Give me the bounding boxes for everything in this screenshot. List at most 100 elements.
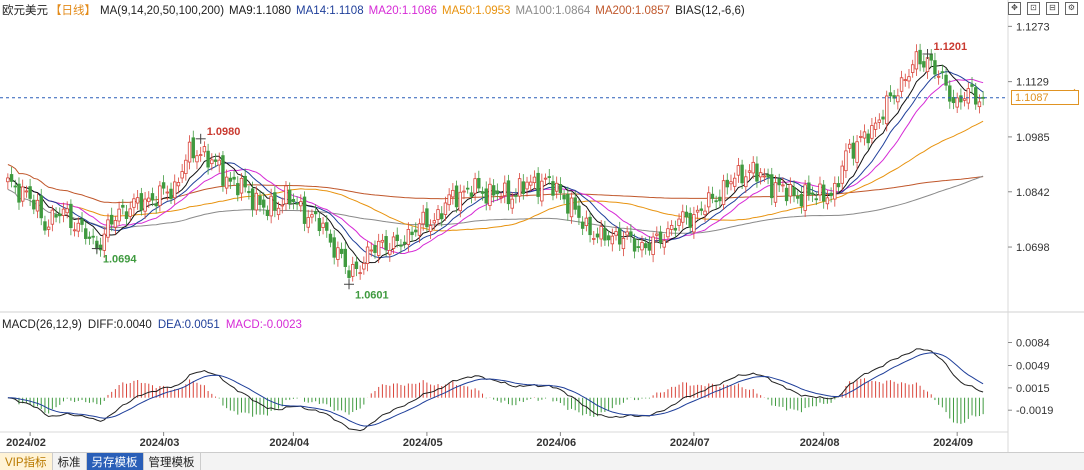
candle-body <box>72 229 77 232</box>
candle-body <box>662 240 666 248</box>
candle-body <box>139 193 144 211</box>
candle-body <box>640 242 644 251</box>
candle-body <box>962 98 967 101</box>
candle-body <box>6 177 10 183</box>
candle-body <box>343 248 348 267</box>
candle-body <box>98 244 103 251</box>
candle-body <box>907 76 911 82</box>
period-label[interactable]: 【日线】 <box>50 5 96 17</box>
candle-body <box>699 208 704 211</box>
candle-body <box>936 75 941 78</box>
candle-body <box>262 199 266 208</box>
low-label: 1.0694 <box>103 254 138 266</box>
tab-manage-template[interactable]: 管理模板 <box>144 453 201 470</box>
macd-legend-item: MACD:-0.0023 <box>225 319 302 331</box>
candle-body <box>970 84 974 87</box>
candle-body <box>20 186 25 202</box>
candle-body <box>13 185 17 188</box>
candle-body <box>766 174 770 178</box>
candle-body <box>451 189 455 198</box>
candle-body <box>191 137 195 159</box>
candle-body <box>929 53 933 61</box>
price-tick-label: 1.0985 <box>1016 132 1050 144</box>
candle-body <box>925 57 930 73</box>
chart-legend: 欧元美元 【日线】 MA(9,14,20,50,100,200) MA9:1.1080… <box>2 2 755 18</box>
restore-icon[interactable]: ⊟ <box>1046 2 1059 15</box>
candle-body <box>922 61 926 68</box>
candle-body <box>525 181 529 190</box>
candle-body <box>124 211 129 219</box>
candle-body <box>543 177 548 180</box>
date-tick-label: 2024/07 <box>670 437 710 449</box>
candle-body <box>395 234 399 241</box>
price-tick-label: 1.0842 <box>1016 187 1050 199</box>
candle-body <box>944 74 948 86</box>
candle-body <box>914 51 919 70</box>
candle-body <box>918 49 922 65</box>
candle-body <box>477 177 481 189</box>
candle-body <box>321 222 325 228</box>
candle-body <box>643 243 648 249</box>
candle-body <box>161 182 166 189</box>
candle-body <box>632 238 637 252</box>
candle-body <box>681 211 685 223</box>
candle-body <box>573 197 577 210</box>
candle-body <box>673 227 678 231</box>
candle-body <box>176 182 181 187</box>
ma-legend-item: MA20:1.1086 <box>368 5 438 17</box>
candle-body <box>339 248 344 254</box>
candle-body <box>859 135 863 138</box>
candle-body <box>369 249 373 252</box>
candle-body <box>50 209 55 225</box>
price-tick-label: 1.1273 <box>1016 21 1050 33</box>
candle-body <box>247 191 251 194</box>
candle-body <box>180 171 184 179</box>
candle-body <box>807 182 811 196</box>
candle-body <box>239 177 244 194</box>
candle-body <box>421 211 425 225</box>
tab-vip-indicators[interactable]: VIP指标 <box>0 453 53 470</box>
tab-save-template[interactable]: 另存模板 <box>86 453 144 470</box>
low-label: 1.0601 <box>355 289 389 301</box>
candle-body <box>532 176 537 184</box>
candle-body <box>777 178 781 186</box>
date-tick-label: 2024/08 <box>800 437 840 449</box>
candle-body <box>792 186 796 196</box>
zoom-icon[interactable]: ⊡ <box>1027 2 1040 15</box>
tab-standard[interactable]: 标准 <box>53 453 87 470</box>
candle-body <box>388 250 392 255</box>
candle-body <box>109 214 114 225</box>
candle-body <box>417 223 422 236</box>
candle-body <box>265 210 270 217</box>
candle-body <box>710 193 715 199</box>
candle-body <box>447 194 451 206</box>
candle-body <box>313 211 318 215</box>
settings-icon[interactable]: ⚙ <box>1065 2 1078 15</box>
candle-body <box>814 198 818 201</box>
candle-body <box>121 204 125 208</box>
current-price-label: 1.1087 <box>1011 89 1079 105</box>
candle-body <box>284 185 288 205</box>
candle-body <box>684 211 689 218</box>
candle-body <box>276 207 281 216</box>
candle-body <box>165 191 170 194</box>
candle-body <box>488 183 492 206</box>
candle-body <box>432 220 437 224</box>
macd-tick-label: 0.0015 <box>1016 383 1050 395</box>
high-label: 1.0980 <box>207 126 241 138</box>
bottom-toolbar: VIP指标 标准 另存模板 管理模板 <box>0 452 1084 470</box>
candle-body <box>669 224 674 230</box>
candle-body <box>554 182 559 192</box>
candle-body <box>810 192 815 195</box>
kline-chart[interactable]: 1.1273 1.1129 1.0985 1.0842 1.0698 1.0694 1.09… <box>0 0 1084 452</box>
candle-body <box>436 209 440 220</box>
candle-body <box>621 237 626 250</box>
macd-tick-label: -0.0019 <box>1016 405 1053 417</box>
candle-body <box>280 204 284 207</box>
ma14-line <box>7 71 984 259</box>
candle-body <box>658 231 663 244</box>
candle-body <box>718 196 722 202</box>
candle-body <box>187 141 192 163</box>
candle-body <box>736 165 741 176</box>
move-icon[interactable]: ✥ <box>1008 2 1021 15</box>
